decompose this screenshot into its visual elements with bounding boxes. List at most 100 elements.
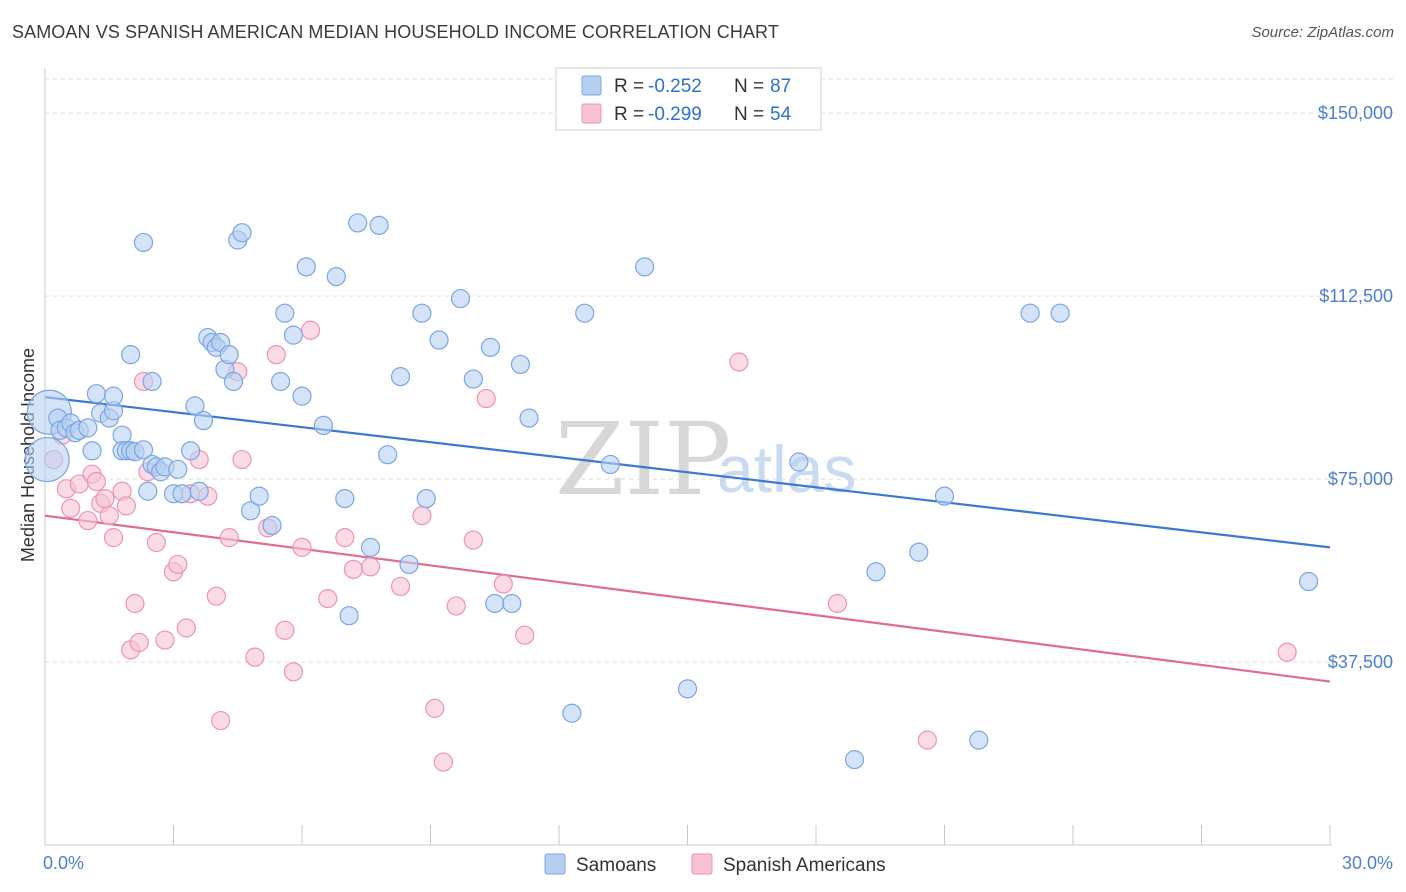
point-spanish-americans-42 — [360, 557, 381, 577]
point-samoans-71 — [510, 354, 531, 375]
point-samoans-49 — [275, 303, 295, 323]
point-spanish-americans-10 — [99, 506, 119, 526]
point-spanish-americans-9 — [95, 488, 115, 509]
point-samoans-66 — [450, 288, 471, 309]
point-spanish-americans-16 — [129, 632, 149, 653]
y-tick-labels: $37,500 $75,000 $112,500 $150,000 — [1318, 103, 1393, 672]
point-spanish-americans-36 — [283, 662, 304, 682]
point-spanish-americans-28 — [211, 710, 231, 731]
point-samoans-82 — [934, 486, 955, 506]
point-samoans-75 — [600, 454, 621, 475]
point-samoans-62 — [399, 554, 419, 575]
point-samoans-28 — [172, 484, 192, 504]
series-legend: Samoans Spanish Americans — [544, 853, 886, 876]
legend-r-value-1: -0.252 — [648, 76, 702, 97]
point-samoans-31 — [189, 481, 209, 501]
point-samoans-81 — [909, 542, 929, 562]
point-samoans-67 — [463, 369, 483, 389]
point-samoans-39 — [223, 371, 244, 392]
point-samoans-55 — [335, 488, 355, 509]
bottom-legend-label-spanish-americans: Spanish Americans — [723, 855, 886, 876]
point-spanish-americans-15 — [125, 593, 145, 614]
point-samoans-48 — [270, 371, 291, 392]
trend-line-spanish-americans — [44, 514, 1331, 683]
x-tick-label-max: 30.0% — [1342, 853, 1393, 873]
point-spanish-americans-55 — [1277, 642, 1297, 662]
point-samoans-38 — [219, 345, 239, 365]
point-samoans-65 — [429, 330, 449, 350]
point-samoans-21 — [138, 481, 158, 501]
point-spanish-americans-54 — [917, 730, 937, 750]
point-samoans-77 — [677, 679, 698, 699]
point-samoans-69 — [485, 593, 505, 614]
point-samoans-73 — [562, 703, 582, 723]
point-spanish-americans-45 — [425, 698, 445, 718]
point-spanish-americans-19 — [146, 532, 166, 553]
point-samoans-72 — [519, 408, 539, 428]
trend-lines — [44, 396, 1331, 683]
legend-r-label-2: R = — [614, 104, 644, 125]
watermark-atlas: atlas — [717, 432, 856, 506]
point-samoans-53 — [313, 415, 334, 436]
point-spanish-americans-27 — [206, 586, 226, 606]
point-samoans-63 — [412, 303, 432, 323]
point-spanish-americans-40 — [335, 528, 355, 548]
point-spanish-americans-53 — [827, 593, 848, 614]
point-spanish-americans-46 — [433, 752, 453, 772]
point-spanish-americans-43 — [390, 576, 411, 597]
point-samoans-57 — [348, 213, 368, 233]
source-credit: Source: ZipAtlas.com — [1251, 24, 1394, 41]
point-spanish-americans-38 — [300, 320, 321, 340]
point-samoans-61 — [390, 367, 411, 387]
point-samoans-44 — [232, 223, 252, 243]
point-samoans-54 — [326, 266, 346, 287]
point-samoans-58 — [360, 537, 381, 557]
point-spanish-americans-32 — [245, 647, 265, 667]
point-spanish-americans-3 — [61, 498, 81, 518]
point-spanish-americans-7 — [86, 471, 107, 492]
point-spanish-americans-31 — [232, 449, 252, 470]
y-tick-label-0: $37,500 — [1328, 652, 1393, 672]
point-samoans-10 — [86, 384, 107, 404]
point-samoans-80 — [866, 562, 886, 582]
point-samoans-42 — [133, 232, 154, 253]
bottom-legend-swatch-samoans — [544, 853, 566, 875]
legend-n-label-2: N = — [734, 104, 764, 125]
point-spanish-americans-51 — [515, 625, 535, 645]
point-samoans-8 — [78, 418, 98, 438]
point-spanish-americans-52 — [729, 352, 749, 372]
point-samoans-56 — [339, 606, 359, 626]
point-spanish-americans-39 — [318, 589, 338, 609]
legend-swatch-samoans — [581, 75, 602, 96]
point-samoans-14 — [103, 386, 124, 406]
point-samoans-83 — [969, 730, 989, 750]
point-spanish-americans-47 — [446, 596, 466, 616]
point-samoans-47 — [262, 515, 282, 536]
point-spanish-americans-44 — [412, 506, 432, 526]
bottom-legend-label-samoans: Samoans — [576, 855, 656, 876]
point-samoans-78 — [789, 452, 809, 472]
stats-legend: R = -0.252 N = 87 R = -0.299 N = 54 — [555, 67, 822, 131]
gridlines — [45, 78, 1395, 663]
point-spanish-americans-49 — [476, 388, 496, 409]
y-tick-label-3: $150,000 — [1318, 103, 1393, 123]
legend-n-value-1: 87 — [770, 76, 791, 97]
point-samoans-50 — [283, 325, 304, 345]
point-spanish-americans-22 — [168, 554, 188, 575]
legend-n-label-1: N = — [734, 76, 764, 97]
trend-line-samoans — [44, 396, 1331, 549]
x-tick-label-min: 0.0% — [43, 853, 84, 873]
point-spanish-americans-35 — [275, 620, 295, 640]
y-tick-label-1: $75,000 — [1328, 469, 1393, 489]
point-samoans-64 — [416, 488, 436, 509]
bottom-legend-swatch-spanish-americans — [691, 853, 713, 875]
point-spanish-americans-13 — [116, 496, 136, 516]
legend-swatch-spanish-americans — [581, 103, 602, 124]
point-samoans-70 — [502, 593, 522, 614]
point-spanish-americans-48 — [463, 530, 483, 550]
point-samoans-59 — [369, 215, 389, 235]
point-spanish-americans-5 — [78, 510, 98, 531]
point-spanish-americans-23 — [176, 618, 196, 638]
point-samoans-84 — [1020, 303, 1040, 323]
